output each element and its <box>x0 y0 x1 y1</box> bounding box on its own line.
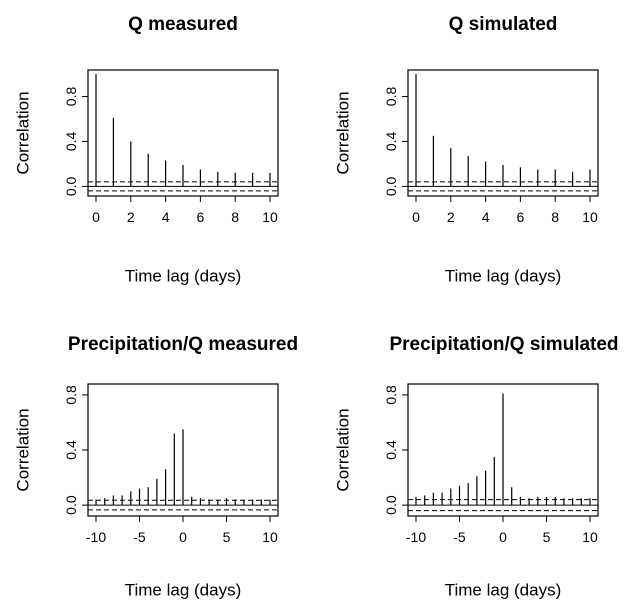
y-tick-label: 0.0 <box>383 495 399 515</box>
x-axis-label: Time lag (days) <box>445 580 562 599</box>
x-tick-label: 4 <box>482 209 490 225</box>
y-axis-label: Correlation <box>13 91 32 174</box>
y-tick-label: 0.0 <box>63 495 79 515</box>
y-axis-label: Correlation <box>333 408 352 491</box>
chart-title: Q measured <box>128 14 238 35</box>
acf-panel-4: Precipitation/Q simulated -10 -5 0 5 10 0.0 0.4… <box>333 334 618 599</box>
x-axis-label: Time lag (days) <box>445 266 562 285</box>
x-tick-label: 8 <box>231 209 239 225</box>
y-tick-label: 0.8 <box>63 87 79 107</box>
x-tick-label: 4 <box>162 209 170 225</box>
y-tick-label: 0.4 <box>63 131 79 151</box>
y-axis-label: Correlation <box>13 408 32 491</box>
x-tick-label: 0 <box>499 529 507 545</box>
x-tick-label: 10 <box>262 209 278 225</box>
x-tick-label: 2 <box>127 209 135 225</box>
y-tick-label: 0.8 <box>383 87 399 107</box>
x-axis-label: Time lag (days) <box>125 580 242 599</box>
plot-frame <box>407 69 599 197</box>
x-tick-label: 6 <box>197 209 205 225</box>
x-axis-label: Time lag (days) <box>125 266 242 285</box>
y-tick-label: 0.0 <box>383 176 399 196</box>
y-tick-label: 0.4 <box>383 131 399 151</box>
x-tick-label: -10 <box>406 529 426 545</box>
x-tick-label: 10 <box>582 209 598 225</box>
x-tick-label: 0 <box>92 209 100 225</box>
acf-panel-3: Precipitation/Q measured -10 -5 0 5 10 0.0 0.4 0… <box>13 334 298 599</box>
x-tick-label: 5 <box>223 529 231 545</box>
y-tick-label: 0.4 <box>383 440 399 460</box>
x-tick-label: -5 <box>133 529 146 545</box>
y-tick-label: 0.8 <box>63 385 79 405</box>
x-tick-label: 6 <box>517 209 525 225</box>
chart-title: Q simulated <box>449 14 558 35</box>
x-tick-label: 10 <box>262 529 278 545</box>
plot-frame <box>87 69 279 197</box>
x-tick-label: 0 <box>179 529 187 545</box>
acf-panel-2: Q simulated 0 2 4 6 8 10 0.0 0.4 0.8 Time lag (day… <box>333 14 599 285</box>
x-tick-label: 8 <box>551 209 559 225</box>
x-tick-label: 10 <box>582 529 598 545</box>
y-axis-label: Correlation <box>333 91 352 174</box>
x-tick-label: 2 <box>447 209 455 225</box>
chart-title: Precipitation/Q simulated <box>389 334 618 355</box>
y-tick-label: 0.0 <box>63 176 79 196</box>
chart-title: Precipitation/Q measured <box>68 334 298 355</box>
x-tick-label: -5 <box>453 529 466 545</box>
y-tick-label: 0.8 <box>383 385 399 405</box>
x-tick-label: 5 <box>543 529 551 545</box>
y-tick-label: 0.4 <box>63 440 79 460</box>
acf-panel-1: Q measured 0 2 4 6 8 10 0.0 0.4 0.8 Time lag (days… <box>13 14 279 285</box>
x-tick-label: 0 <box>412 209 420 225</box>
x-tick-label: -10 <box>86 529 106 545</box>
